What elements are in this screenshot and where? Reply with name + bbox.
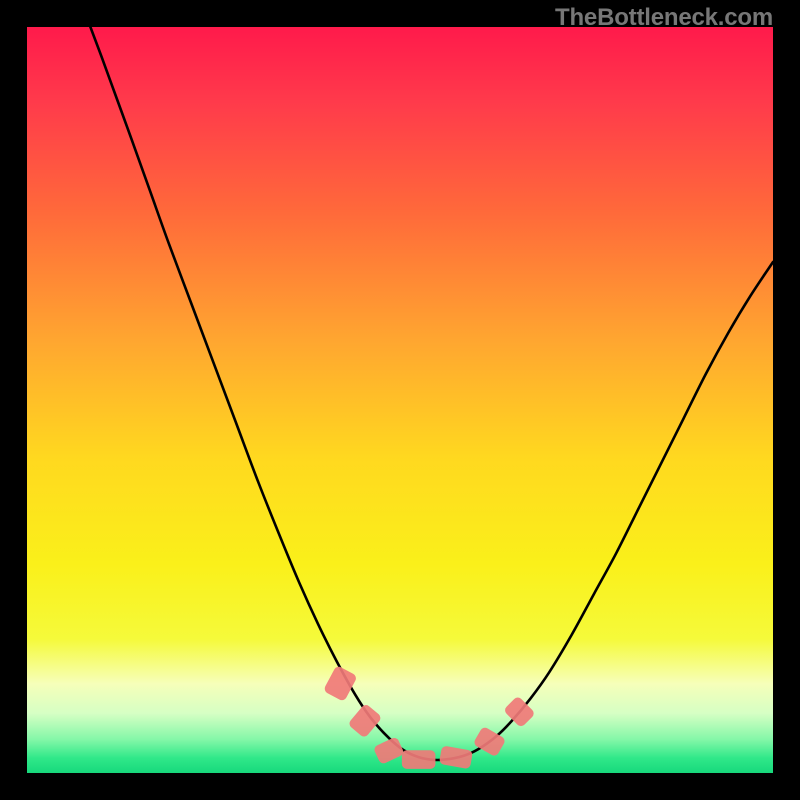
chart-stage: TheBottleneck.com <box>0 0 800 800</box>
chart-svg <box>0 0 800 800</box>
plot-background <box>27 27 773 773</box>
highlight-marker <box>402 750 436 769</box>
watermark-text: TheBottleneck.com <box>555 4 773 32</box>
